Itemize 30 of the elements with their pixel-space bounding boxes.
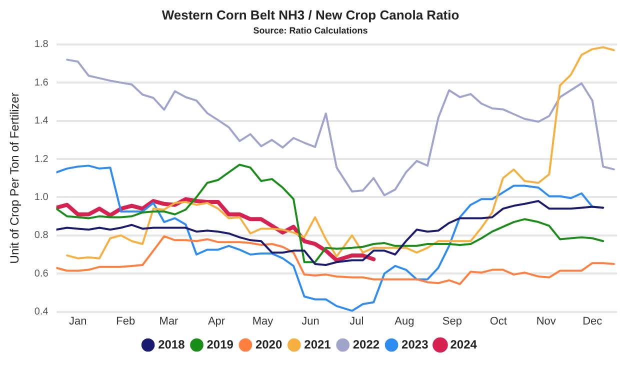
y-tick-label: 1.6 [34,77,49,88]
x-tick-label: Mar [159,315,179,328]
x-tick-label: May [252,315,274,328]
x-tick-label: Aug [394,315,414,328]
x-tick-label: Nov [536,315,556,328]
y-tick-label: 0.8 [34,230,49,242]
legend-label: 2024 [450,337,478,352]
x-tick-label: Jul [350,315,364,328]
x-tick-label: Apr [208,315,226,328]
x-tick-label: Sep [442,315,462,328]
legend-label: 2018 [158,337,186,352]
x-tick-label: Oct [490,315,507,328]
y-tick-label: 1.8 [34,39,49,50]
y-tick-label: 1.4 [34,116,49,127]
legend-label: 2020 [255,337,282,352]
legend-label: 2023 [402,337,429,352]
x-tick-label: Dec [582,315,603,328]
legend-label: 2022 [352,337,380,352]
y-tick-label: 0.4 [34,306,49,318]
chart-title: Western Corn Belt NH3 / New Crop Canola Ratio [162,7,460,22]
legend-label: 2021 [304,337,332,352]
y-tick-label: 0.6 [34,268,49,280]
x-tick-label: Jan [68,315,87,328]
chart-subtitle: Source: Ratio Calculations [253,25,368,36]
y-tick-label: 1.0 [34,192,49,203]
legend-label: 2019 [206,337,234,352]
x-tick-label: Feb [116,315,136,328]
x-tick-label: Jun [302,315,320,328]
y-axis-title: Unit of Crop Per Ton of Fertilizer [8,92,22,264]
y-tick-label: 1.2 [34,154,49,165]
